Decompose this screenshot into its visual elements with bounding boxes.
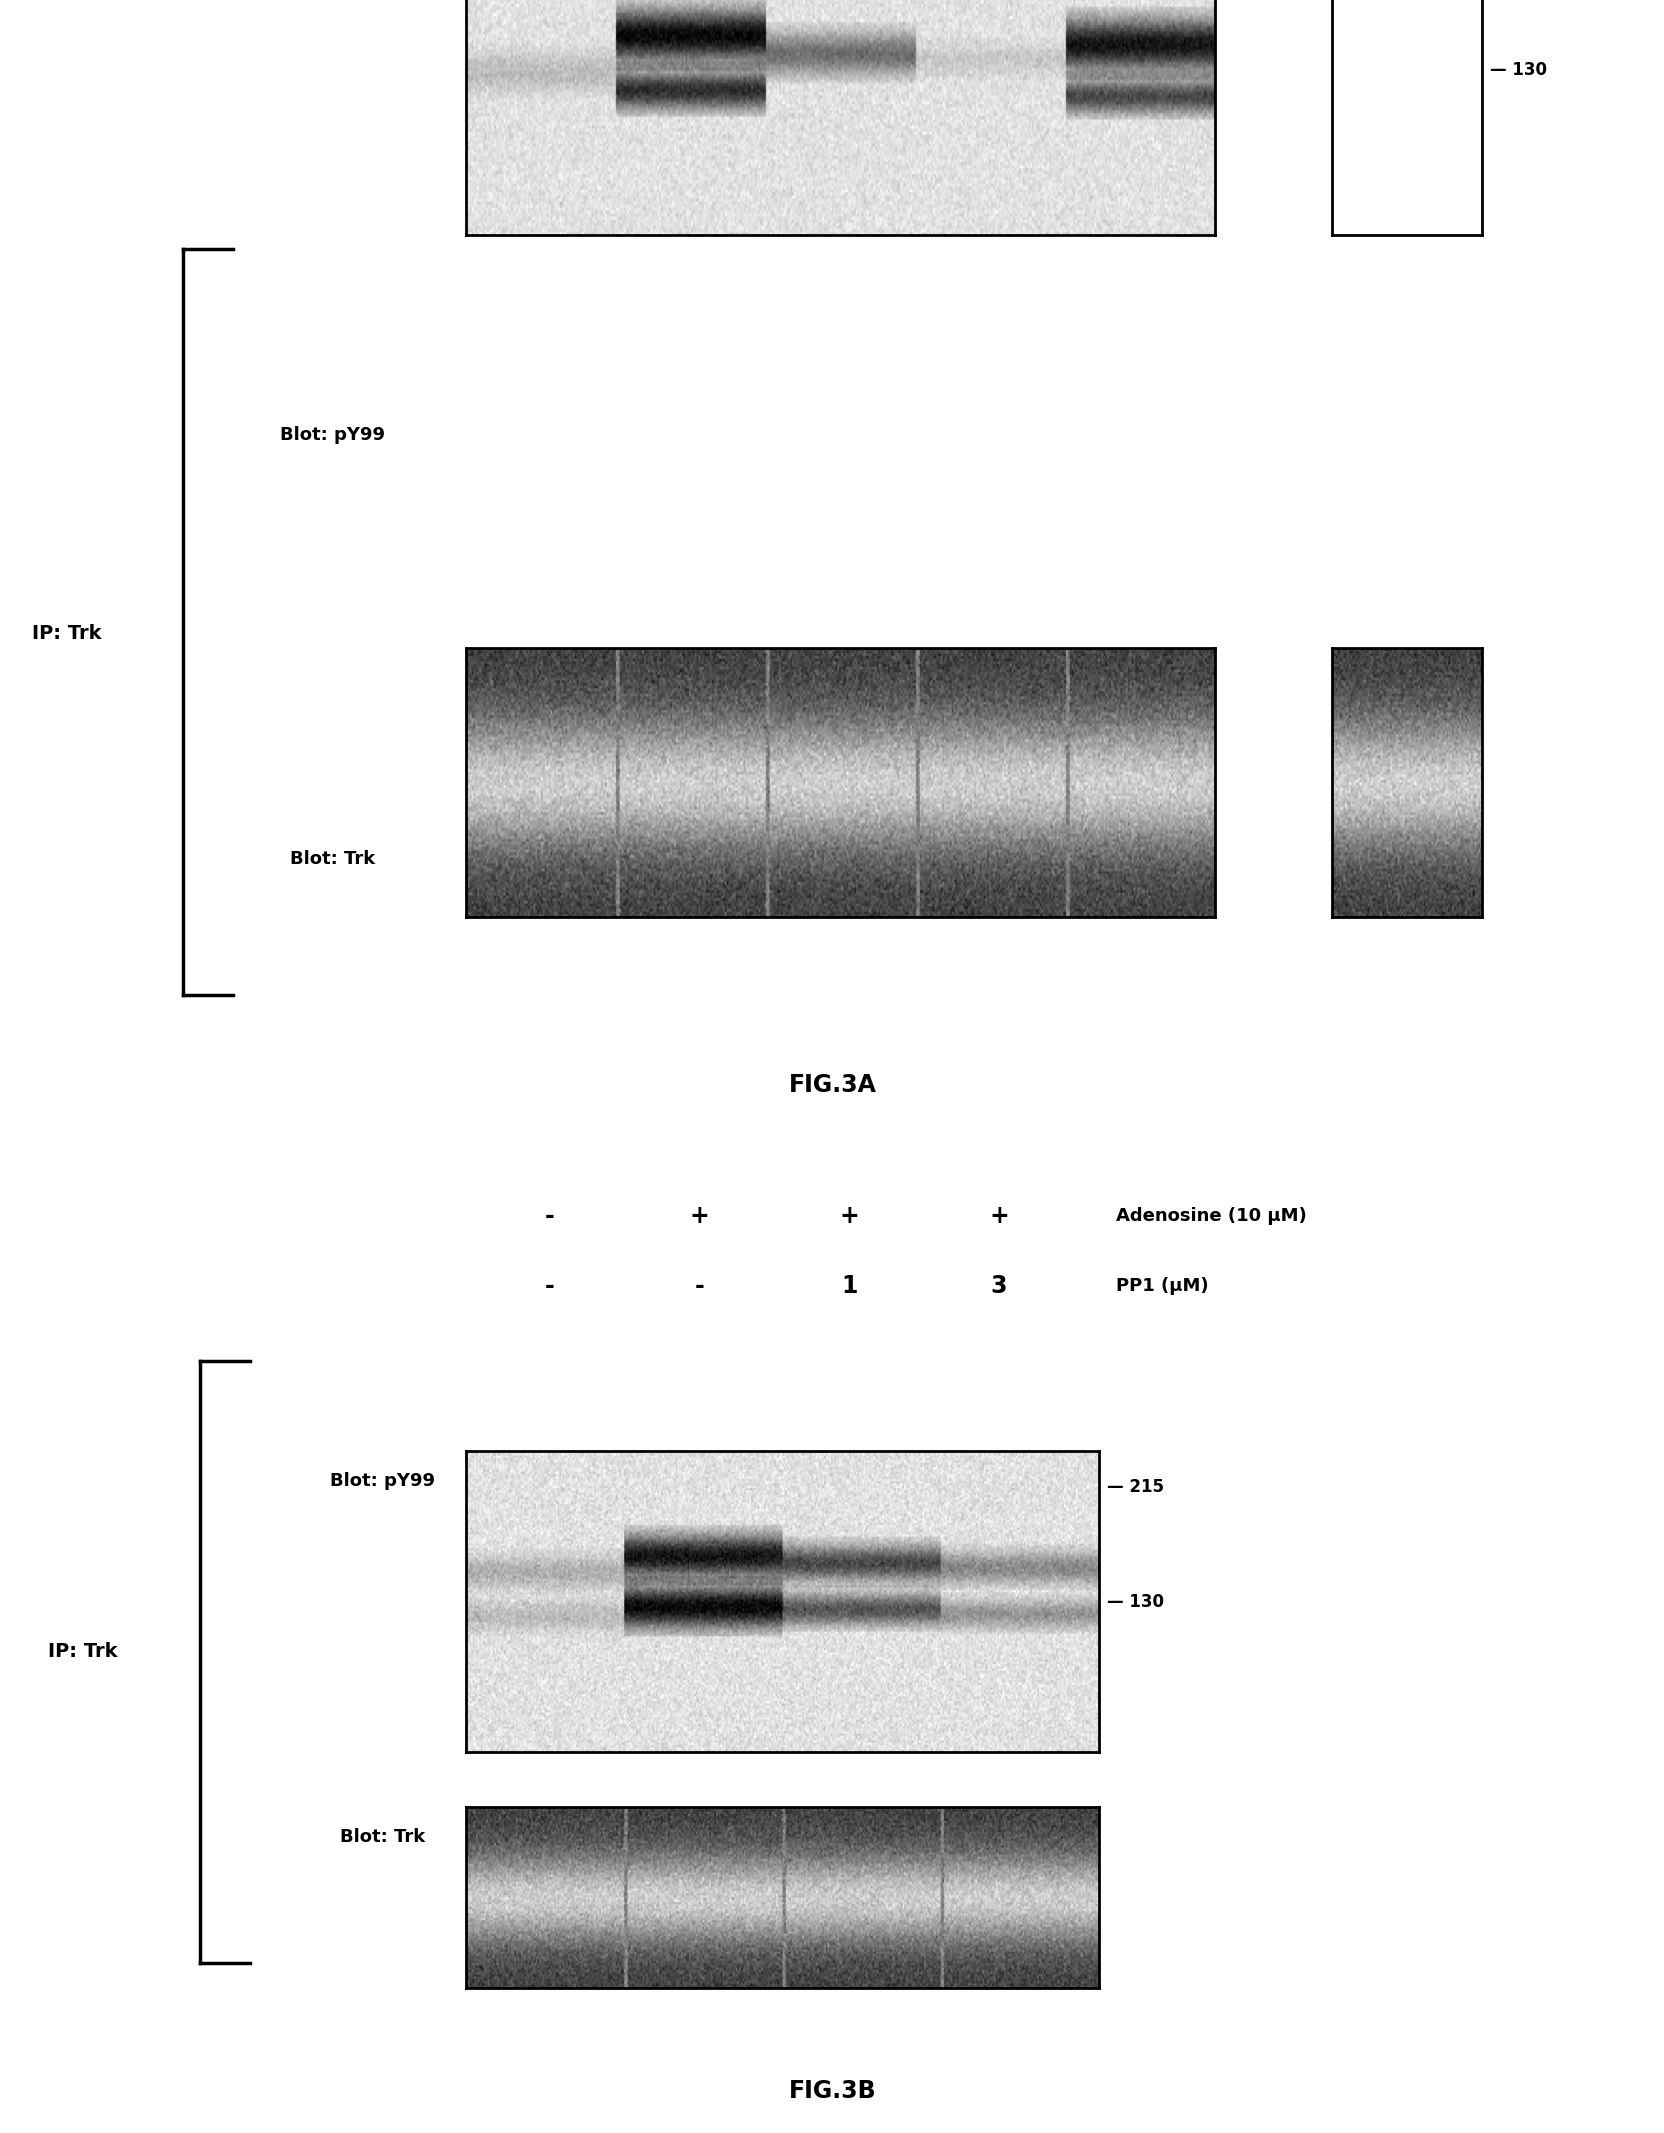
- Text: +: +: [839, 1203, 859, 1229]
- Text: Blot: Trk: Blot: Trk: [290, 851, 376, 868]
- Text: FIG.3A: FIG.3A: [789, 1073, 875, 1096]
- Text: — 215: — 215: [1107, 1478, 1163, 1497]
- Text: IP: Trk: IP: Trk: [48, 1642, 118, 1662]
- Text: — 130: — 130: [1489, 62, 1546, 79]
- Text: IP: Trk: IP: Trk: [32, 623, 102, 642]
- Text: CPA: CPA: [1406, 23, 1424, 62]
- Text: Blot: pY99: Blot: pY99: [329, 1472, 436, 1491]
- Text: +: +: [689, 1203, 709, 1229]
- Text: 1: 1: [840, 1273, 857, 1297]
- Text: Control: Control: [541, 23, 559, 96]
- Text: 3: 3: [990, 1273, 1007, 1297]
- Text: Adenosine (10 μM): Adenosine (10 μM): [1115, 1207, 1306, 1224]
- Text: ZM 241385: ZM 241385: [990, 23, 1008, 134]
- Text: -: -: [544, 1273, 554, 1297]
- Text: -: -: [544, 1203, 554, 1229]
- Text: Blot: Trk: Blot: Trk: [339, 1828, 426, 1847]
- Text: FIG.3B: FIG.3B: [789, 2080, 875, 2103]
- Text: Adenosine: Adenosine: [691, 23, 709, 128]
- Text: Blot: pY99: Blot: pY99: [280, 427, 386, 444]
- Text: +: +: [988, 1203, 1008, 1229]
- Text: — 130: — 130: [1107, 1593, 1163, 1610]
- Text: CGS 21680: CGS 21680: [1140, 23, 1158, 132]
- Text: ZM+Adenosine: ZM+Adenosine: [840, 23, 859, 175]
- Text: PP1 (μM): PP1 (μM): [1115, 1278, 1208, 1295]
- Text: -: -: [694, 1273, 704, 1297]
